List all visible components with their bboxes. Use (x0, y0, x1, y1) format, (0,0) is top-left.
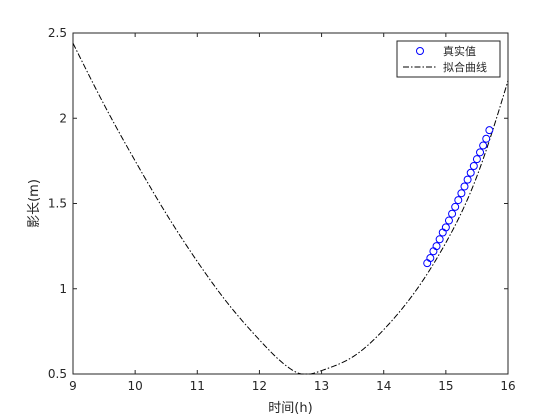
true-value-point (451, 202, 460, 211)
x-tick-label: 12 (252, 379, 267, 393)
true-value-point (482, 134, 491, 143)
x-tick-label: 15 (438, 379, 453, 393)
y-tick-label: 1.5 (48, 197, 67, 211)
y-tick-label: 0.5 (48, 367, 67, 381)
y-tick-label: 2.5 (48, 26, 67, 40)
x-tick-label: 9 (69, 379, 77, 393)
x-tick-label: 16 (500, 379, 515, 393)
axes-box (72, 32, 509, 375)
y-tick-label: 2 (59, 111, 67, 125)
y-tick-label: 1 (59, 282, 67, 296)
legend: 真实值 拟合曲线 (396, 40, 501, 78)
true-value-point (432, 242, 441, 251)
true-value-point (463, 175, 472, 184)
true-value-point (454, 196, 463, 205)
legend-marker-true-values (416, 47, 424, 55)
true-value-point (460, 182, 469, 191)
true-value-point (448, 209, 457, 218)
x-axis-ticks: 9 10 11 12 13 14 15 16 (69, 33, 516, 393)
y-axis-ticks: 0.5 1 1.5 2 2.5 (48, 26, 508, 381)
true-value-point (479, 141, 488, 150)
true-value-point (485, 126, 494, 135)
true-value-point (426, 254, 435, 263)
true-value-point (469, 161, 478, 170)
true-value-point (457, 189, 466, 198)
true-value-point (444, 216, 453, 225)
x-tick-label: 10 (128, 379, 143, 393)
true-value-point (472, 155, 481, 164)
legend-label-fit-curve: 拟合曲线 (443, 60, 487, 74)
x-tick-label: 13 (314, 379, 329, 393)
x-axis-label: 时间(h) (268, 401, 312, 416)
x-tick-label: 11 (190, 379, 205, 393)
fit-curve-line (72, 43, 509, 375)
true-value-point (441, 223, 450, 232)
legend-label-true-values: 真实值 (443, 44, 476, 58)
true-value-point (476, 148, 485, 157)
true-value-point (466, 168, 475, 177)
plot-area (72, 32, 509, 375)
y-axis-label: 影长(m) (27, 179, 42, 228)
legend-box (396, 40, 501, 78)
x-tick-label: 14 (376, 379, 391, 393)
series-layer (72, 43, 509, 375)
true-value-point (435, 235, 444, 244)
